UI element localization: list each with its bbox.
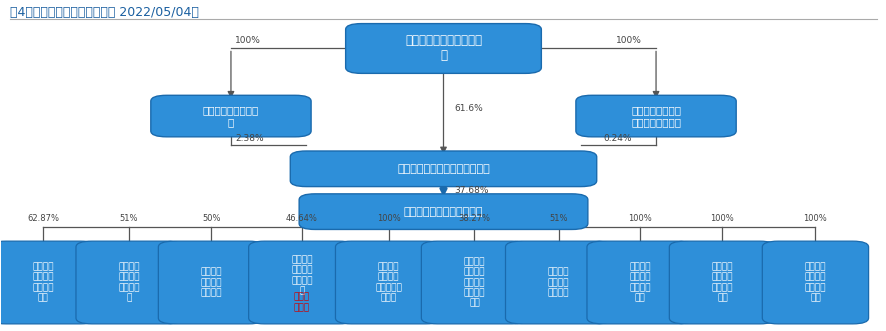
Text: 46.64%: 46.64% (285, 213, 317, 222)
Text: 2.38%: 2.38% (235, 134, 264, 143)
Text: 0.24%: 0.24% (602, 134, 631, 143)
Text: 沈阳兴华
航空电器
有限责任
公司: 沈阳兴华 航空电器 有限责任 公司 (33, 262, 54, 303)
FancyBboxPatch shape (76, 241, 182, 324)
FancyBboxPatch shape (575, 95, 735, 137)
Text: 100%: 100% (616, 36, 641, 45)
Text: 51%: 51% (548, 213, 567, 222)
Text: 100%: 100% (803, 213, 827, 222)
Text: 图4：中航工业为实控人（截至 2022/05/04）: 图4：中航工业为实控人（截至 2022/05/04） (10, 6, 198, 19)
Text: 中航机载系统有限公
司: 中航机载系统有限公 司 (203, 105, 259, 127)
Text: 100%: 100% (377, 213, 400, 222)
Text: 61.6%: 61.6% (454, 104, 482, 114)
Text: 中航光电
精密电子
（深圳）有
限公司: 中航光电 精密电子 （深圳）有 限公司 (375, 262, 401, 303)
Text: 中航光电
华亿（沈
阳）电子
科技有限
公司: 中航光电 华亿（沈 阳）电子 科技有限 公司 (463, 257, 485, 308)
Text: 100%: 100% (235, 36, 261, 45)
Text: （上市
公司）: （上市 公司） (293, 293, 309, 312)
FancyBboxPatch shape (159, 241, 264, 324)
Text: 62.87%: 62.87% (27, 213, 59, 222)
Text: 50%: 50% (202, 213, 221, 222)
Text: 中航光电
（广东）
有限责任
公司: 中航光电 （广东） 有限责任 公司 (711, 262, 733, 303)
Text: 青岛兴航
光电技术
有限公司: 青岛兴航 光电技术 有限公司 (200, 267, 222, 298)
Text: 37.68%: 37.68% (454, 186, 488, 195)
FancyBboxPatch shape (299, 194, 587, 229)
Text: 中国航空工业集团有限公
司: 中国航空工业集团有限公 司 (405, 34, 481, 63)
Text: 中航光电科技股份有限公司: 中航光电科技股份有限公司 (403, 207, 483, 217)
Text: 100%: 100% (627, 213, 651, 222)
Text: 泰兴航空
光电技术
有限公司: 泰兴航空 光电技术 有限公司 (548, 267, 569, 298)
FancyBboxPatch shape (290, 151, 596, 187)
Text: 38.27%: 38.27% (458, 213, 490, 222)
FancyBboxPatch shape (587, 241, 693, 324)
Text: 中航光电
（洛阳）
有限责任
公司: 中航光电 （洛阳） 有限责任 公司 (629, 262, 650, 303)
FancyBboxPatch shape (248, 241, 354, 324)
Text: 100%: 100% (710, 213, 734, 222)
Text: 51%: 51% (120, 213, 138, 222)
Text: 中国航空工业集团
（香港）有限公司: 中国航空工业集团 （香港）有限公司 (630, 105, 680, 127)
FancyBboxPatch shape (761, 241, 867, 324)
FancyBboxPatch shape (505, 241, 611, 324)
FancyBboxPatch shape (151, 95, 311, 137)
FancyBboxPatch shape (335, 241, 441, 324)
Text: 中航富士
达科技股
份有限公
司: 中航富士 达科技股 份有限公 司 (291, 255, 312, 295)
FancyBboxPatch shape (421, 241, 527, 324)
FancyBboxPatch shape (0, 241, 97, 324)
FancyBboxPatch shape (346, 24, 540, 73)
Text: 深圳市翔
通光电技
术有限公
司: 深圳市翔 通光电技 术有限公 司 (118, 262, 140, 303)
Text: 中国航空科技工业股份有限公司: 中国航空科技工业股份有限公司 (397, 164, 489, 174)
FancyBboxPatch shape (669, 241, 774, 324)
Text: 中航光电
（上海）
有限责任
公司: 中航光电 （上海） 有限责任 公司 (804, 262, 825, 303)
